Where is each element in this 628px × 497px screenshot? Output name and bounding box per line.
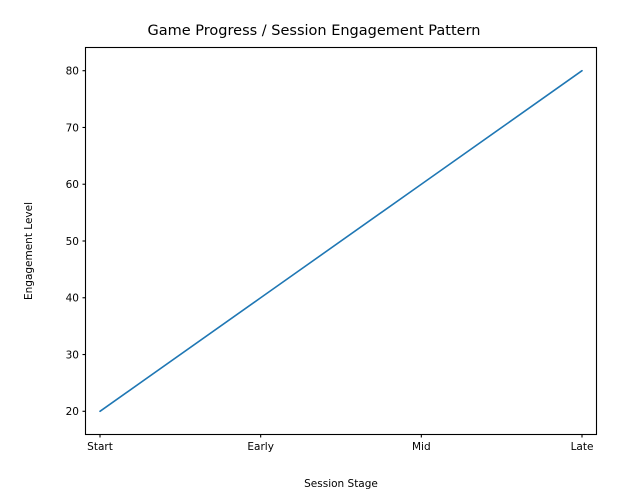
data-series-group xyxy=(99,69,583,413)
y-tick-label: 40 xyxy=(66,293,79,305)
chart-title: Game Progress / Session Engagement Patte… xyxy=(148,23,481,39)
x-axis-ticks: Start Early Mid Late xyxy=(87,434,593,453)
x-axis-label: Session Stage xyxy=(304,478,378,490)
y-tick-label: 70 xyxy=(66,122,79,134)
y-tick-label: 20 xyxy=(66,406,79,418)
y-axis-ticks: 20 30 40 50 60 70 80 xyxy=(66,66,86,418)
data-line-engagement-level xyxy=(99,69,583,413)
x-tick-label: Late xyxy=(571,441,594,453)
y-tick-label: 80 xyxy=(66,66,79,78)
x-tick-label: Start xyxy=(87,441,113,453)
x-tick-label: Early xyxy=(247,441,274,453)
y-axis-label: Engagement Level xyxy=(23,202,35,300)
y-tick-label: 30 xyxy=(66,349,79,361)
y-tick-label: 60 xyxy=(66,179,79,191)
y-tick-label: 50 xyxy=(66,236,79,248)
x-tick-label: Mid xyxy=(412,441,431,453)
